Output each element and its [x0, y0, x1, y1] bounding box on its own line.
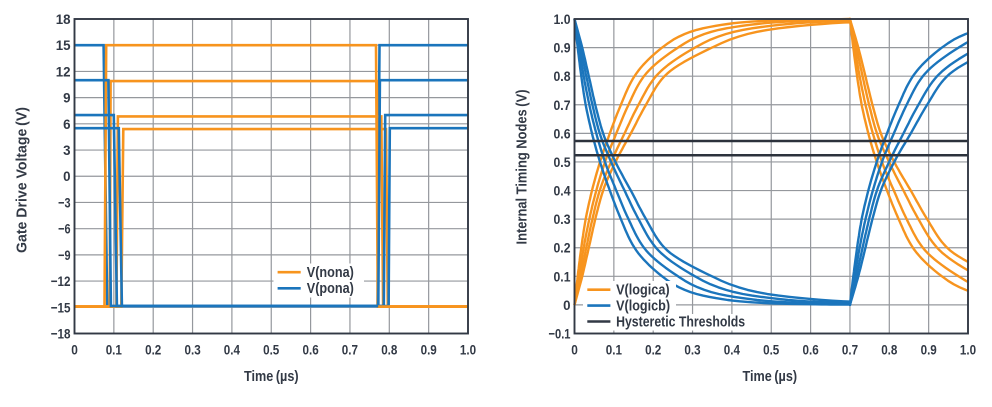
svg-text:0.4: 0.4 [554, 183, 571, 199]
svg-text:−15: −15 [51, 299, 71, 315]
svg-text:0.3: 0.3 [554, 211, 571, 227]
svg-text:V(logicb): V(logicb) [616, 298, 670, 314]
svg-text:18: 18 [56, 11, 71, 27]
svg-text:12: 12 [56, 63, 71, 79]
svg-text:−12: −12 [51, 273, 71, 289]
svg-text:0.1: 0.1 [606, 342, 622, 358]
svg-text:0.5: 0.5 [554, 154, 571, 170]
svg-text:0.8: 0.8 [381, 342, 397, 358]
svg-text:−6: −6 [58, 221, 71, 237]
svg-text:−0.1: −0.1 [549, 326, 571, 342]
svg-text:0.2: 0.2 [145, 342, 161, 358]
svg-text:1.0: 1.0 [554, 11, 571, 27]
svg-text:−18: −18 [51, 326, 71, 342]
svg-text:V(pona): V(pona) [307, 281, 354, 297]
svg-text:0.3: 0.3 [684, 342, 700, 358]
svg-text:V(logica): V(logica) [616, 283, 670, 299]
svg-text:−3: −3 [58, 195, 71, 211]
svg-text:0.3: 0.3 [185, 342, 201, 358]
svg-text:0.7: 0.7 [554, 97, 571, 113]
svg-text:0.9: 0.9 [421, 342, 437, 358]
svg-text:0.6: 0.6 [554, 125, 571, 141]
svg-text:0.2: 0.2 [645, 342, 661, 358]
svg-text:0.4: 0.4 [724, 342, 740, 358]
svg-text:15: 15 [56, 37, 71, 53]
svg-text:0: 0 [571, 342, 578, 358]
svg-text:0.4: 0.4 [224, 342, 240, 358]
svg-text:3: 3 [63, 142, 71, 158]
svg-text:0.9: 0.9 [921, 342, 937, 358]
svg-text:9: 9 [63, 90, 71, 106]
svg-text:Internal Timing Nodes (V): Internal Timing Nodes (V) [514, 90, 531, 245]
svg-text:0: 0 [563, 297, 571, 313]
svg-text:0.1: 0.1 [106, 342, 122, 358]
svg-text:−9: −9 [58, 247, 71, 263]
svg-text:Gate Drive Voltage (V): Gate Drive Voltage (V) [14, 107, 31, 253]
svg-text:Time (µs): Time (µs) [743, 368, 798, 385]
svg-text:0.7: 0.7 [842, 342, 858, 358]
svg-text:0.8: 0.8 [554, 68, 571, 84]
svg-text:0.2: 0.2 [554, 240, 571, 256]
svg-text:1.0: 1.0 [460, 342, 476, 358]
svg-text:V(nona): V(nona) [307, 265, 354, 281]
svg-text:0.5: 0.5 [263, 342, 279, 358]
svg-text:0: 0 [71, 342, 78, 358]
svg-text:6: 6 [63, 116, 71, 132]
svg-text:Time (µs): Time (µs) [244, 368, 299, 385]
svg-text:Hysteretic Thresholds: Hysteretic Thresholds [616, 314, 745, 330]
svg-text:0.8: 0.8 [881, 342, 897, 358]
svg-text:0.6: 0.6 [303, 342, 319, 358]
svg-text:0: 0 [63, 168, 71, 184]
svg-text:0.7: 0.7 [342, 342, 358, 358]
svg-text:0.9: 0.9 [554, 40, 571, 56]
svg-text:0.5: 0.5 [763, 342, 779, 358]
svg-text:0.1: 0.1 [554, 268, 571, 284]
svg-text:1.0: 1.0 [960, 342, 976, 358]
svg-text:0.6: 0.6 [803, 342, 819, 358]
